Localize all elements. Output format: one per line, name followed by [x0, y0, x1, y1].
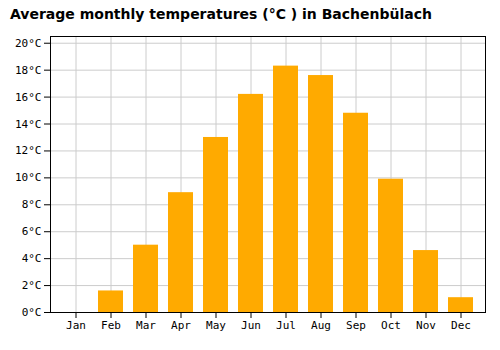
svg-text:18°C: 18°C — [15, 64, 42, 77]
svg-text:Nov: Nov — [416, 319, 436, 332]
svg-text:Feb: Feb — [101, 319, 121, 332]
svg-text:Jun: Jun — [241, 319, 261, 332]
svg-text:Jan: Jan — [66, 319, 86, 332]
svg-text:14°C: 14°C — [15, 118, 42, 131]
svg-text:Oct: Oct — [381, 319, 401, 332]
svg-text:Mar: Mar — [136, 319, 156, 332]
html-text:Average monthly temperatures (: Average monthly temperatures (°C ) in Ba… — [10, 6, 432, 22]
svg-text:10°C: 10°C — [15, 171, 42, 184]
svg-text:Jul: Jul — [276, 319, 296, 332]
svg-text:May: May — [206, 319, 226, 332]
svg-text:8°C: 8°C — [22, 198, 42, 211]
svg-text:Aug: Aug — [311, 319, 331, 332]
svg-text:Dec: Dec — [451, 319, 471, 332]
svg-text:2°C: 2°C — [22, 279, 42, 292]
svg-text:12°C: 12°C — [15, 144, 42, 157]
svg-text:Sep: Sep — [346, 319, 366, 332]
svg-text:6°C: 6°C — [22, 225, 42, 238]
svg-text:16°C: 16°C — [15, 91, 42, 104]
svg-text:0°C: 0°C — [22, 306, 42, 319]
svg-text:Apr: Apr — [171, 319, 191, 332]
svg-text:20°C: 20°C — [15, 37, 42, 50]
svg-text:4°C: 4°C — [22, 252, 42, 265]
